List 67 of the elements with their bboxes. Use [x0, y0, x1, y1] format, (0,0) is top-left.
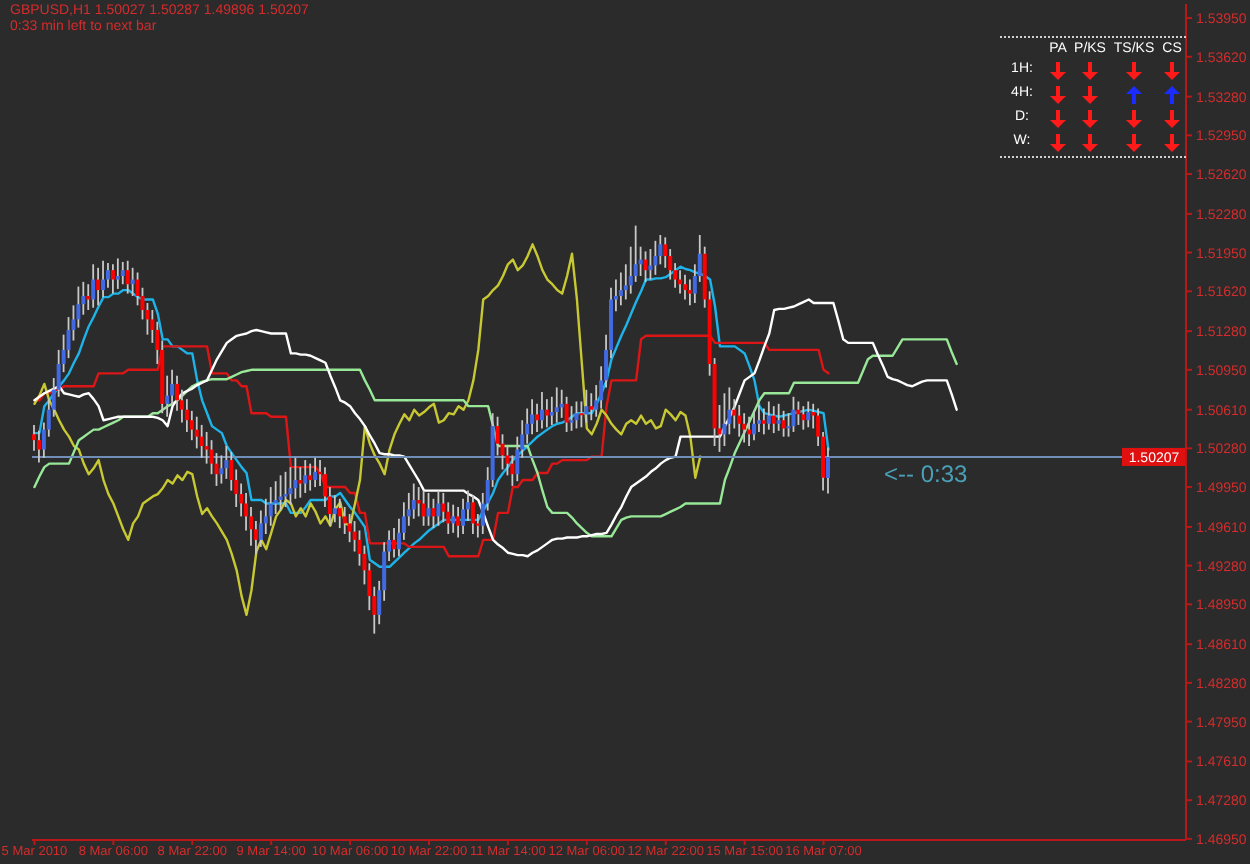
- candlestick: [421, 489, 426, 527]
- candlestick: [756, 404, 761, 433]
- candlestick: [288, 466, 293, 506]
- line-series: [33, 334, 830, 558]
- candlestick: [806, 400, 811, 429]
- candlestick: [298, 466, 303, 499]
- candlestick: [293, 456, 298, 500]
- line-series: [33, 243, 702, 617]
- candlestick: [342, 506, 347, 535]
- candlestick: [752, 409, 757, 442]
- candlestick: [96, 266, 101, 307]
- candlestick: [436, 489, 441, 527]
- candlestick: [766, 400, 771, 431]
- candlestick: [431, 497, 436, 530]
- candlestick: [446, 501, 451, 535]
- candlestick: [569, 405, 574, 432]
- candlestick: [101, 259, 106, 299]
- candlestick: [199, 424, 204, 459]
- candlestick: [332, 494, 337, 524]
- candlestick: [194, 415, 199, 450]
- candlestick: [771, 405, 776, 435]
- candlestick: [308, 462, 313, 492]
- candlestick: [278, 474, 283, 512]
- candlestick: [105, 262, 110, 289]
- candlestick: [120, 261, 125, 286]
- candlestick: [313, 456, 318, 488]
- candlestick: [574, 400, 579, 430]
- candlestick: [184, 398, 189, 433]
- candlestick: [682, 273, 687, 301]
- candlestick: [303, 459, 308, 494]
- candlestick: [776, 402, 781, 432]
- candlestick: [125, 259, 130, 295]
- candlestick: [219, 454, 224, 485]
- candlestick: [584, 388, 589, 424]
- candlestick: [618, 271, 623, 307]
- candlestick: [110, 263, 115, 295]
- candlestick: [544, 398, 549, 429]
- candlestick: [426, 492, 431, 527]
- candlestick: [539, 391, 544, 430]
- candlestick: [461, 497, 466, 535]
- candlestick: [470, 494, 475, 535]
- candlestick: [761, 407, 766, 436]
- candlestick: [648, 248, 653, 281]
- candlestick: [91, 263, 96, 309]
- candlestick: [115, 257, 120, 290]
- candlestick: [791, 395, 796, 433]
- candlestick: [722, 392, 727, 447]
- candlestick: [347, 513, 352, 544]
- candlestick: [737, 404, 742, 438]
- candlestick: [549, 395, 554, 426]
- candlestick: [653, 239, 658, 276]
- candlestick: [554, 386, 559, 424]
- candlestick: [564, 395, 569, 433]
- candlestick: [801, 405, 806, 431]
- candlestick: [456, 506, 461, 539]
- candlestick: [268, 486, 273, 527]
- candlestick: [589, 392, 594, 422]
- candlestick: [781, 409, 786, 438]
- candlestick: [451, 503, 456, 534]
- candlestick: [36, 429, 41, 464]
- candlestick: [530, 398, 535, 436]
- candlestick: [643, 250, 648, 283]
- annotation: <-- 0:33: [884, 460, 968, 488]
- candlestick: [411, 482, 416, 520]
- candlestick: [392, 527, 397, 559]
- candlestick: [742, 412, 747, 444]
- candlestick: [337, 497, 342, 530]
